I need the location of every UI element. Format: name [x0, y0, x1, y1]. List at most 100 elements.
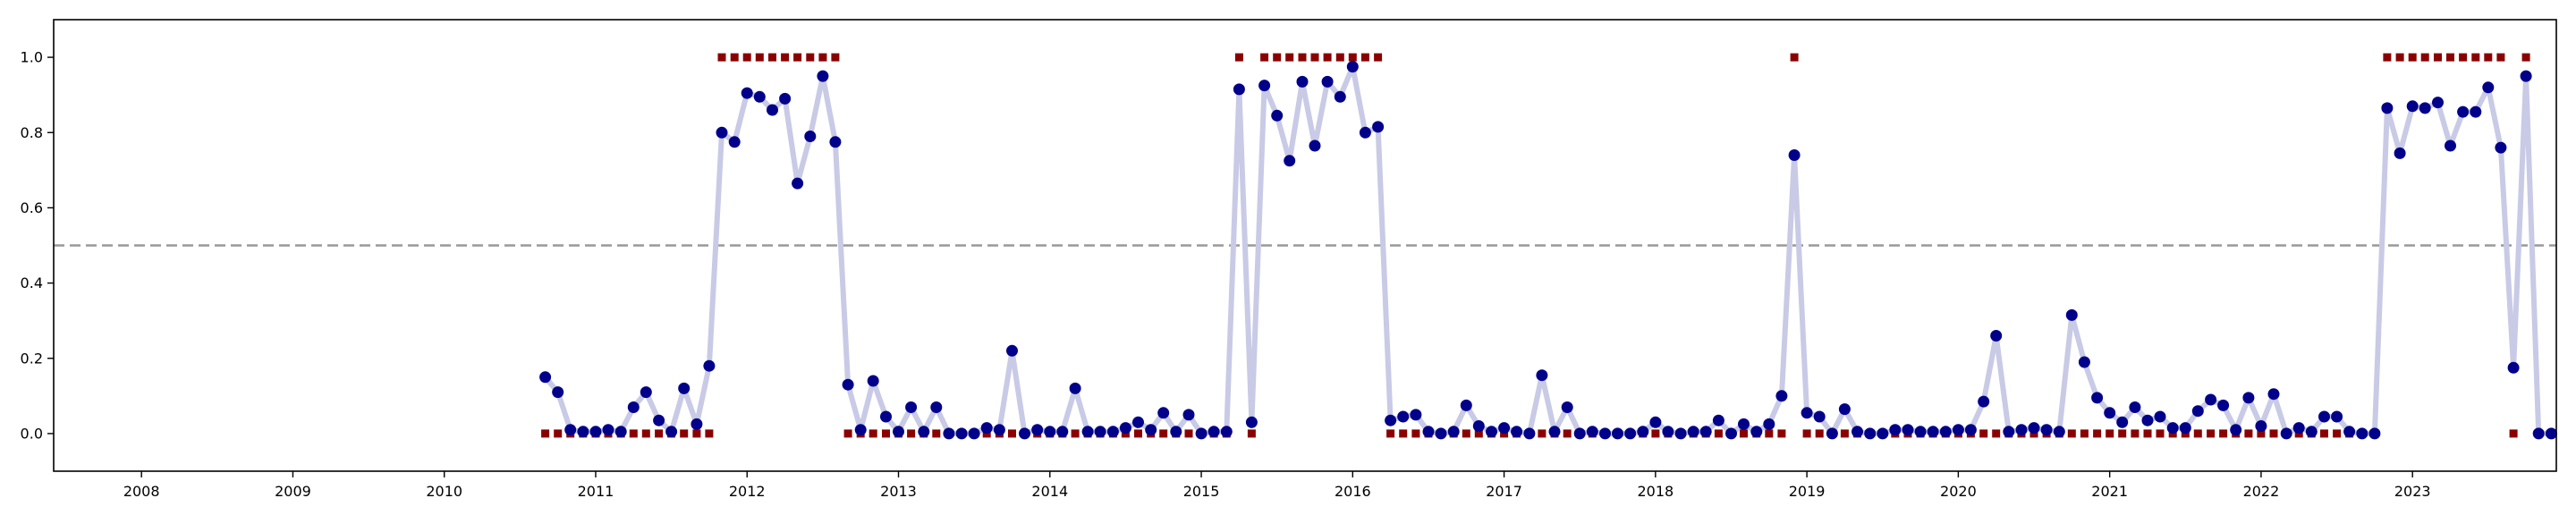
probability-point: [1119, 422, 1131, 435]
label-marker: [768, 53, 776, 62]
probability-point: [691, 418, 703, 430]
label-marker: [2333, 429, 2342, 438]
probability-point: [539, 371, 552, 384]
label-marker: [2484, 53, 2493, 62]
x-tick-label: 2011: [578, 483, 614, 500]
probability-point: [1208, 426, 1220, 438]
label-marker: [2434, 53, 2442, 62]
label-marker: [629, 429, 638, 438]
label-marker: [2257, 429, 2266, 438]
label-marker: [1348, 53, 1357, 62]
probability-point: [1788, 149, 1801, 161]
probability-point: [1145, 424, 1157, 436]
plot-frame: [53, 19, 2557, 472]
label-marker: [2156, 429, 2165, 438]
probability-point: [1031, 424, 1044, 436]
label-marker: [1992, 429, 2001, 438]
probability-point: [1964, 424, 1977, 436]
probability-point: [968, 427, 980, 440]
probability-point: [867, 375, 879, 387]
label-marker: [2080, 429, 2089, 438]
probability-point: [2230, 424, 2242, 436]
probability-point: [627, 401, 640, 413]
label-marker: [755, 53, 764, 62]
label-marker: [705, 429, 714, 438]
label-marker: [932, 429, 941, 438]
probability-point: [552, 386, 564, 399]
probability-point: [1081, 426, 1094, 438]
probability-point: [602, 424, 614, 436]
label-marker: [742, 53, 751, 62]
probability-point: [1775, 390, 1788, 402]
probability-point: [1511, 426, 1523, 438]
label-marker: [1651, 429, 1660, 438]
probability-point: [2394, 147, 2406, 159]
probability-point: [2166, 422, 2179, 435]
probability-point: [1094, 426, 1106, 438]
probability-point: [1612, 427, 1623, 440]
probability-point: [1498, 422, 1511, 435]
label-marker: [1777, 429, 1786, 438]
probability-point: [1346, 61, 1359, 73]
probability-point: [1182, 409, 1195, 421]
probability-point: [2154, 410, 2166, 423]
y-tick-label: 0.0: [21, 425, 43, 442]
x-tick-label: 2008: [123, 483, 160, 500]
label-marker: [1285, 53, 1294, 62]
probability-point: [1523, 427, 1536, 440]
probability-point: [2318, 410, 2330, 423]
probability-point: [1674, 427, 1687, 440]
label-marker: [655, 429, 664, 438]
probability-point: [2091, 392, 2104, 404]
label-marker: [1815, 429, 1824, 438]
probability-point: [1687, 426, 1699, 438]
probability-point: [930, 401, 943, 413]
label-marker: [2408, 53, 2417, 62]
label-marker: [1310, 53, 1319, 62]
label-marker: [2106, 429, 2114, 438]
probability-point: [741, 87, 753, 99]
label-marker: [2383, 53, 2392, 62]
label-marker: [680, 429, 689, 438]
probability-point: [2305, 426, 2318, 438]
probability-point: [2141, 414, 2154, 426]
x-tick-label: 2016: [1335, 483, 1371, 500]
probability-point: [1990, 330, 2003, 342]
probability-line: [542, 63, 2555, 436]
probability-point: [1864, 427, 1877, 440]
probability-point: [1309, 139, 1321, 152]
label-marker: [1374, 53, 1383, 62]
y-tick-label: 0.4: [21, 274, 43, 291]
probability-point: [1233, 83, 1245, 96]
label-marker: [831, 53, 840, 62]
y-tick-label: 1.0: [21, 49, 43, 66]
label-marker: [882, 429, 890, 438]
label-marker: [1802, 429, 1811, 438]
probability-point: [2432, 97, 2444, 109]
probability-point: [1258, 80, 1271, 92]
probability-point: [2205, 393, 2217, 406]
probability-point: [564, 424, 577, 436]
probability-point: [2470, 106, 2482, 118]
probability-point: [1725, 427, 1737, 440]
label-marker: [1714, 429, 1723, 438]
y-tick-label: 0.2: [21, 350, 43, 367]
label-marker: [2269, 429, 2278, 438]
label-marker: [2509, 429, 2518, 438]
probability-point: [2280, 427, 2292, 440]
probability-point: [703, 359, 716, 372]
label-marker: [1298, 53, 1307, 62]
label-marker: [1234, 53, 1243, 62]
x-tick-label: 2023: [2394, 483, 2431, 500]
label-marker: [2420, 53, 2429, 62]
label-marker: [1260, 53, 1269, 62]
probability-point: [1889, 424, 1902, 436]
probability-point: [1927, 426, 1939, 438]
probability-point: [842, 378, 854, 391]
probability-point: [2445, 139, 2456, 152]
label-marker: [2521, 53, 2530, 62]
label-marker: [1411, 429, 1420, 438]
probability-point: [614, 426, 627, 438]
x-tick-label: 2009: [275, 483, 311, 500]
